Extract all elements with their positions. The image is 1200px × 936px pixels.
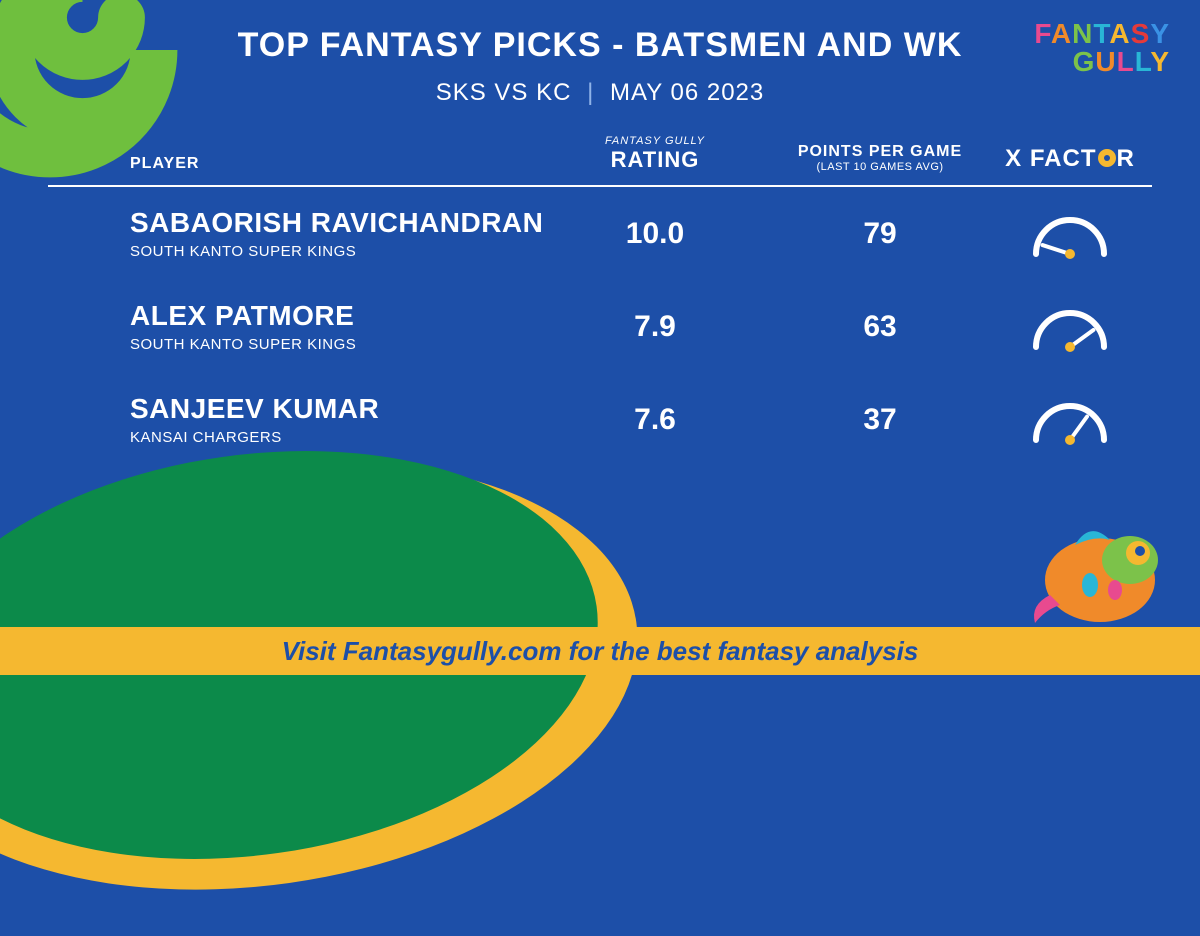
header-xfactor: X FACTR [1000,145,1140,173]
player-team: SOUTH KANTO SUPER KINGS [130,336,550,353]
player-row: ALEX PATMORE SOUTH KANTO SUPER KINGS7.963 [0,280,1200,373]
brand-logo: FANTASY GULLY [1034,18,1170,78]
ppg-value: 79 [760,217,1000,251]
gauge-icon [1025,302,1115,352]
player-rows-container: SABAORISH RAVICHANDRAN SOUTH KANTO SUPER … [0,187,1200,466]
swirl-logo [0,0,180,180]
gauge-icon [1025,209,1115,259]
subtitle-separator: | [587,79,594,106]
player-name: SABAORISH RAVICHANDRAN [130,207,550,239]
xfactor-gauge-cell [1000,302,1140,352]
player-team: KANSAI CHARGERS [130,429,550,446]
ppg-value: 37 [760,403,1000,437]
player-cell: SABAORISH RAVICHANDRAN SOUTH KANTO SUPER … [130,207,550,260]
xfactor-gauge-cell [1000,395,1140,445]
header-rating: FANTASY GULLY RATING [550,135,760,173]
player-name: SANJEEV KUMAR [130,393,550,425]
gauge-icon [1025,395,1115,445]
match-date: MAY 06 2023 [610,79,764,106]
header-ppg: POINTS PER GAME (LAST 10 GAMES AVG) [760,143,1000,173]
rating-value: 10.0 [550,217,760,251]
player-name: ALEX PATMORE [130,300,550,332]
rating-value: 7.6 [550,403,760,437]
header-player: PLAYER [130,155,550,173]
xfactor-o-icon [1098,149,1116,167]
player-cell: SANJEEV KUMAR KANSAI CHARGERS [130,393,550,446]
match-teams: SKS VS KC [436,79,572,106]
ppg-value: 63 [760,310,1000,344]
player-row: SABAORISH RAVICHANDRAN SOUTH KANTO SUPER … [0,187,1200,280]
player-cell: ALEX PATMORE SOUTH KANTO SUPER KINGS [130,300,550,353]
xfactor-gauge-cell [1000,209,1140,259]
rating-value: 7.9 [550,310,760,344]
cta-bar: Visit Fantasygully.com for the best fant… [0,627,1200,675]
page-title: TOP FANTASY PICKS - BATSMEN AND WK [0,0,1200,65]
player-row: SANJEEV KUMAR KANSAI CHARGERS7.637 [0,373,1200,466]
column-headers: PLAYER FANTASY GULLY RATING POINTS PER G… [0,135,1200,185]
match-subtitle: SKS VS KC | MAY 06 2023 [0,79,1200,107]
player-team: SOUTH KANTO SUPER KINGS [130,243,550,260]
chameleon-mascot [1020,505,1170,635]
